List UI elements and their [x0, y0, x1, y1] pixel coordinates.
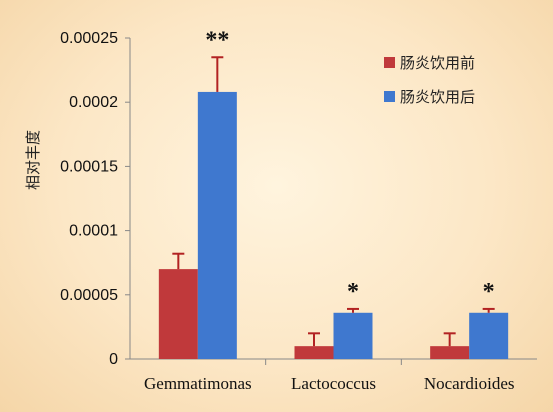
- x-category-label: Nocardioides: [424, 374, 515, 393]
- legend-label: 肠炎饮用后: [400, 88, 475, 106]
- bar: [294, 346, 334, 359]
- significance-marker: **: [205, 27, 229, 53]
- y-tick-label: 0.00025: [60, 30, 118, 47]
- bar: [469, 312, 509, 359]
- significance-marker: *: [483, 279, 495, 305]
- x-category-label: Lactococcus: [291, 374, 376, 393]
- significance-marker: *: [347, 279, 359, 305]
- x-category-label: Gemmatimonas: [144, 374, 252, 393]
- y-tick-label: 0: [109, 351, 118, 368]
- bar: [158, 269, 198, 359]
- bar: [197, 91, 237, 359]
- bar: [333, 312, 373, 359]
- y-tick-label: 0.0001: [69, 223, 118, 240]
- legend-swatch: [384, 57, 395, 68]
- bar: [430, 346, 470, 359]
- y-axis-label: 相对丰度: [24, 130, 42, 190]
- y-tick-label: 0.0002: [69, 94, 118, 111]
- y-tick-label: 0.00015: [60, 158, 118, 175]
- legend-label: 肠炎饮用前: [400, 54, 475, 72]
- y-tick-label: 0.00005: [60, 287, 118, 304]
- legend-swatch: [384, 91, 395, 102]
